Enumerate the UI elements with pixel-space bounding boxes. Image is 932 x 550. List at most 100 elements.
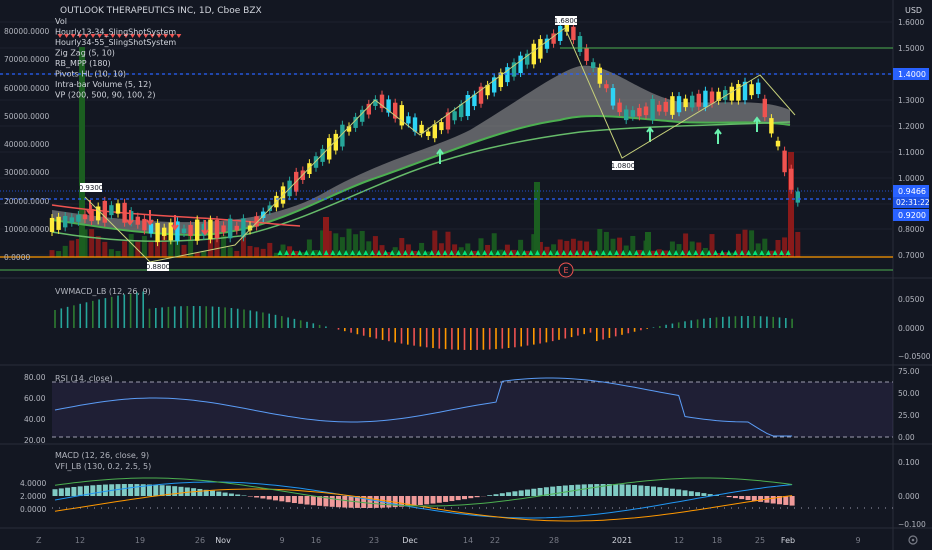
macd-bar	[159, 485, 165, 496]
macd-bar	[783, 496, 789, 505]
macd-bar	[90, 485, 96, 496]
volume-bar	[392, 247, 398, 257]
price-tick: 1.1000	[898, 148, 924, 157]
macd-bar	[115, 484, 121, 496]
volume-bar	[267, 242, 273, 257]
volume-bar	[188, 235, 194, 257]
candle-body	[142, 218, 147, 231]
candle-body	[168, 222, 173, 241]
volume-bar	[564, 240, 570, 257]
candle-body	[267, 205, 272, 211]
buy-triangle	[343, 250, 349, 255]
buy-triangle	[765, 250, 771, 255]
volume-bar	[683, 233, 689, 257]
volume-bar	[498, 249, 504, 257]
macd-bar	[562, 485, 568, 496]
buy-triangle	[660, 250, 666, 255]
sell-triangle	[143, 34, 149, 38]
buy-triangle	[706, 250, 712, 255]
sell-triangle	[149, 34, 155, 38]
sell-triangle	[136, 34, 142, 38]
candle-body	[135, 216, 140, 225]
macd-bar	[77, 486, 83, 496]
current-price-tag: 0.9466	[893, 185, 929, 197]
macd-bar	[134, 484, 140, 496]
candle-body	[709, 91, 715, 104]
sell-triangle	[116, 34, 122, 38]
candle-body	[346, 126, 352, 132]
buy-triangle	[376, 250, 382, 255]
volume-bar	[379, 245, 385, 257]
volume-bar	[458, 247, 464, 257]
buy-triangle	[713, 250, 719, 255]
macd-right-tick: 0.100	[898, 458, 920, 467]
macd-bar	[260, 496, 266, 499]
volume-bar	[438, 243, 444, 257]
candle-body	[406, 116, 411, 124]
buy-arrow	[646, 126, 654, 142]
buy-triangle	[528, 250, 534, 255]
buy-triangle	[647, 250, 653, 255]
volume-bar	[570, 238, 576, 257]
volume-bar	[313, 249, 319, 257]
settings-icon[interactable]	[908, 535, 918, 545]
macd-bar	[682, 490, 688, 496]
volume-bar	[240, 231, 246, 257]
indicator-label: VP (200, 500, 90, 100, 2)	[55, 91, 156, 100]
svg-text:0.9300: 0.9300	[79, 184, 104, 192]
candle-body	[564, 24, 569, 32]
macd-bar	[531, 488, 537, 496]
volume-bar	[128, 234, 134, 257]
buy-triangle	[614, 250, 620, 255]
candle-body	[485, 84, 490, 96]
macd-bar	[468, 496, 474, 499]
buy-triangle	[541, 250, 547, 255]
buy-triangle	[350, 250, 356, 255]
volume-bar	[386, 252, 392, 257]
macd-bar	[52, 489, 58, 496]
volume-tick: 0.0000	[4, 253, 30, 262]
indicator-list: Vol Hourly13-34_SlingShotSystemHourly34-5…	[55, 17, 176, 100]
macd-bar	[285, 496, 291, 503]
volume-bar	[524, 250, 530, 257]
sell-triangle	[97, 34, 103, 38]
candle-body	[452, 111, 457, 121]
macd-bar	[487, 495, 493, 496]
macd-bar	[71, 486, 77, 496]
candle-body	[208, 219, 213, 240]
macd-bar	[644, 485, 650, 496]
macd-bar	[128, 484, 134, 496]
macd-bar	[184, 487, 190, 496]
candle-body	[63, 216, 68, 228]
candle-body	[604, 84, 609, 89]
timezone-icon[interactable]: Z	[36, 536, 42, 545]
buy-triangle	[600, 250, 606, 255]
volume-bar	[372, 236, 378, 257]
candle-body	[241, 218, 246, 238]
volume-bar	[445, 231, 451, 257]
buy-triangle	[482, 250, 488, 255]
macd-bar	[216, 491, 222, 496]
vwmacd-label: VWMACD_LB (12, 26, 9)	[55, 287, 151, 296]
macd-bar	[304, 496, 310, 505]
candle-body	[789, 168, 794, 190]
volume-bar	[102, 241, 108, 257]
volume-bar	[485, 244, 491, 257]
time-axis[interactable]: 12 19 26 Nov 9 16 23 Dec 14 22 28 2021 12 18 25 Feb 9	[75, 536, 861, 545]
buy-triangle	[462, 250, 468, 255]
candle-body	[617, 102, 622, 113]
candle-body	[584, 48, 589, 61]
candle-body	[610, 88, 616, 106]
macd-bar	[525, 489, 530, 496]
macd-bar	[102, 484, 108, 496]
buy-triangle	[330, 250, 336, 255]
vwmacd-tick: 0.0000	[898, 324, 924, 333]
volume-bar	[260, 248, 266, 257]
volume-bar	[749, 230, 755, 257]
macd-bar	[657, 487, 663, 496]
earnings-icon[interactable]: E	[558, 262, 574, 278]
volume-bar	[359, 230, 365, 257]
volume-bar	[95, 236, 101, 257]
buy-triangle	[567, 250, 573, 255]
